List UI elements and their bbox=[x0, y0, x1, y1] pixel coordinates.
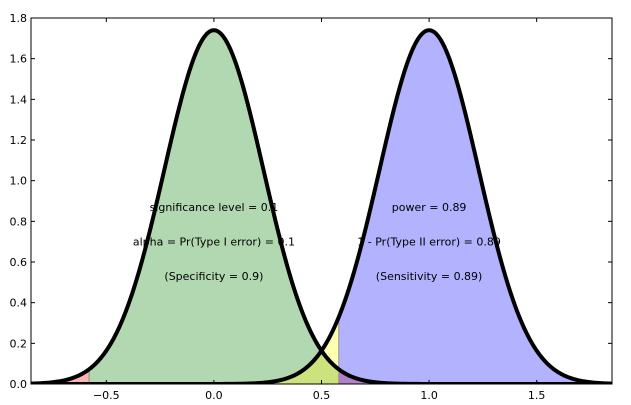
annotation-text: significance level = 0.1 bbox=[150, 201, 279, 214]
null-acceptance-region bbox=[89, 30, 339, 384]
density-curve-1 bbox=[31, 28, 591, 384]
y-tick-label: 1.4 bbox=[10, 93, 28, 106]
y-tick-label: 1.8 bbox=[10, 12, 28, 25]
annotation-text: power = 0.89 bbox=[392, 201, 467, 214]
y-tick-label: 0.2 bbox=[10, 337, 28, 350]
y-tick-label: 1.0 bbox=[10, 175, 28, 188]
y-tick-label: 0.6 bbox=[10, 256, 28, 269]
y-tick-label: 0.0 bbox=[10, 378, 28, 391]
x-tick-label: −0.5 bbox=[93, 389, 120, 402]
lower-tail-region bbox=[31, 369, 90, 384]
y-tick-label: 1.6 bbox=[10, 53, 28, 66]
x-tick-label: 0.5 bbox=[313, 389, 331, 402]
annotation-text: 1 - Pr(Type II error) = 0.89 bbox=[357, 236, 501, 249]
density-curves bbox=[31, 28, 612, 384]
x-tick-label: 1.5 bbox=[528, 389, 546, 402]
x-tick-label: 0.0 bbox=[205, 389, 223, 402]
overlap-region bbox=[89, 351, 339, 384]
y-tick-label: 0.8 bbox=[10, 215, 28, 228]
y-tick-label: 0.4 bbox=[10, 297, 28, 310]
x-tick-label: 1.0 bbox=[420, 389, 438, 402]
power-region bbox=[338, 30, 612, 384]
annotation-text: (Sensitivity = 0.89) bbox=[376, 270, 483, 283]
density-curve-2 bbox=[52, 28, 612, 384]
y-tick-label: 1.2 bbox=[10, 134, 28, 147]
axis-ticks: −0.5 0.0 0.5 1.0 1.5 0.0 0.2 0.4 0.6 0.8 1.0 1.2 1.4… bbox=[10, 12, 612, 402]
annotations: significance level = 0.1 alpha = Pr(Type … bbox=[133, 201, 501, 283]
annotation-text: (Specificity = 0.9) bbox=[164, 270, 263, 283]
annotation-text: alpha = Pr(Type I error) = 0.1 bbox=[133, 236, 295, 249]
